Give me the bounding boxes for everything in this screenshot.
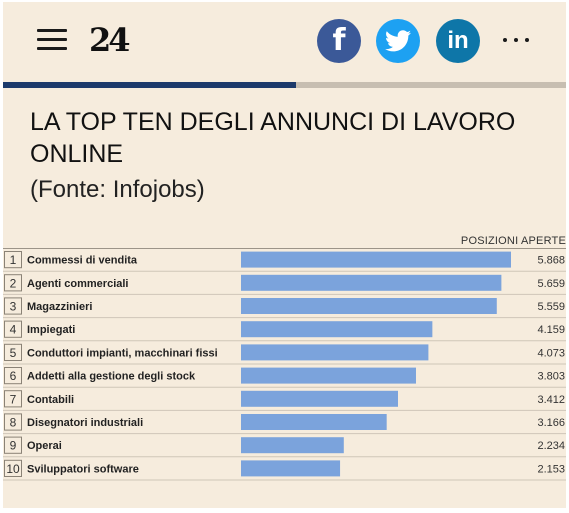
value-label: 2.153: [537, 463, 565, 475]
more-dots-icon[interactable]: [503, 30, 529, 50]
top-bar: 24 f in: [3, 2, 566, 82]
twitter-icon: [385, 30, 411, 52]
value-label: 4.159: [537, 324, 565, 336]
reading-progress-fill: [3, 82, 296, 88]
category-label: Contabili: [27, 394, 74, 406]
chart-source: (Fonte: Infojobs): [30, 176, 205, 203]
linkedin-icon: in: [447, 27, 469, 54]
category-label: Conduttori impianti, macchinari fissi: [27, 347, 218, 359]
rank-label: 5: [10, 346, 17, 360]
hamburger-menu-icon[interactable]: [37, 29, 67, 51]
bar: [241, 414, 387, 430]
rank-label: 9: [10, 439, 17, 453]
rank-label: 2: [10, 276, 17, 290]
rank-label: 10: [6, 462, 20, 476]
category-label: Magazzinieri: [27, 301, 92, 313]
bar: [241, 274, 502, 291]
rank-label: 6: [10, 369, 17, 383]
bar: [241, 460, 341, 477]
facebook-icon: f: [332, 23, 346, 58]
rank-box: [4, 436, 22, 454]
bar: [241, 344, 429, 361]
rank-label: 4: [10, 323, 17, 337]
category-label: Sviluppatori software: [27, 463, 139, 475]
value-label: 2.234: [537, 440, 565, 452]
value-label: 5.559: [537, 301, 565, 313]
facebook-share-button[interactable]: f: [317, 19, 361, 63]
bar: [241, 321, 433, 338]
category-label: Disegnatori industriali: [27, 417, 143, 429]
value-label: 3.412: [537, 394, 565, 406]
rank-box: [4, 274, 22, 292]
value-label: 4.073: [537, 347, 565, 359]
linkedin-share-button[interactable]: in: [436, 19, 480, 63]
rank-box: [4, 251, 22, 269]
rank-label: 7: [10, 392, 17, 406]
rank-box: [4, 459, 22, 478]
chart-title: LA TOP TEN DEGLI ANNUNCI DI LAVORO ONLIN…: [30, 108, 516, 168]
infographic-card: 24 f in LA TOP TEN DEGLI ANNUNCI DI LAVO…: [3, 2, 566, 508]
category-label: Addetti alla gestione degli stock: [27, 371, 196, 383]
category-label: Agenti commerciali: [27, 278, 128, 290]
rank-box: [4, 367, 22, 385]
rank-box: [4, 297, 22, 315]
rank-label: 1: [10, 253, 17, 267]
twitter-share-button[interactable]: [376, 19, 420, 63]
category-label: Impiegati: [27, 324, 75, 336]
rank-label: 3: [10, 300, 17, 314]
rank-box: [4, 343, 22, 362]
rank-box: [4, 413, 22, 431]
value-column-header: POSIZIONI APERTE: [460, 235, 566, 247]
bar: [241, 251, 511, 268]
rank-box: [4, 320, 22, 338]
site-logo[interactable]: 24: [89, 21, 130, 59]
value-label: 5.868: [537, 255, 565, 267]
bar: [241, 298, 497, 314]
bar: [241, 437, 344, 454]
value-label: 3.803: [537, 371, 565, 383]
value-label: 5.659: [537, 278, 565, 290]
bar: [241, 390, 398, 407]
rank-label: 8: [10, 416, 17, 430]
bar-chart: 1 Commessi di vendita 5.868 2 Agenti commerc…: [3, 248, 566, 481]
category-label: Commessi di vendita: [27, 255, 138, 267]
value-label: 3.166: [537, 417, 565, 429]
bar: [241, 367, 416, 384]
reading-progress-bar: [3, 82, 566, 88]
category-label: Operai: [27, 440, 62, 452]
rank-box: [4, 390, 22, 408]
